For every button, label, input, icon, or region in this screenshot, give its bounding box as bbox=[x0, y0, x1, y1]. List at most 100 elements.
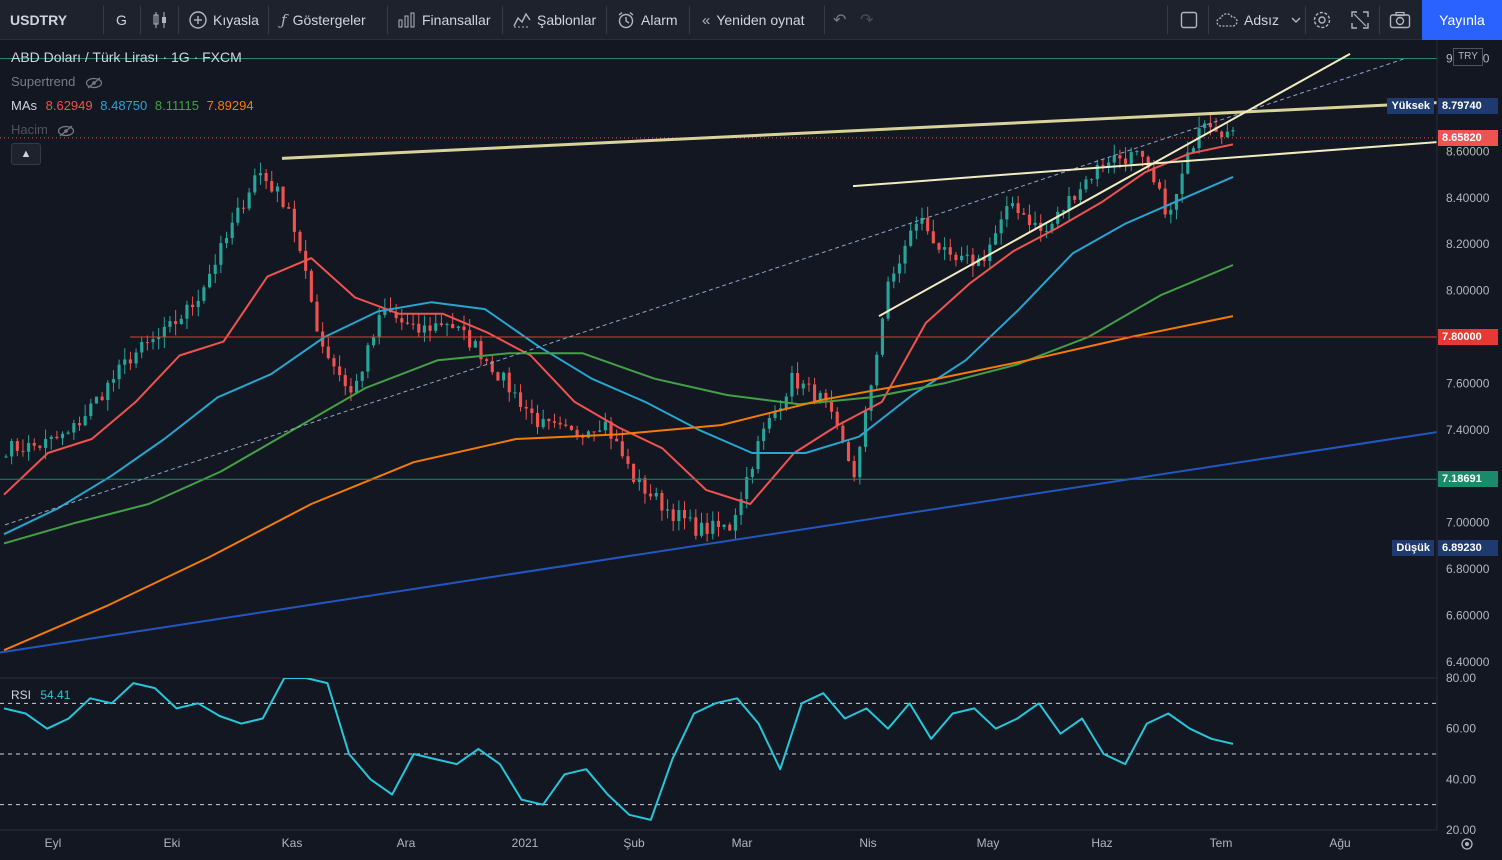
symbol-search-button[interactable]: USDTRY bbox=[10, 0, 67, 40]
replay-icon: « bbox=[702, 11, 711, 29]
candle-body bbox=[1191, 148, 1195, 153]
toolbar-divider bbox=[387, 6, 388, 34]
candle-body bbox=[1073, 196, 1077, 200]
candle-body bbox=[1033, 222, 1037, 226]
candle-body bbox=[496, 372, 500, 381]
price-tick-label: 7.00000 bbox=[1446, 516, 1490, 530]
indicators-label: Göstergeler bbox=[292, 12, 366, 28]
candle-body bbox=[569, 425, 573, 430]
candle-body bbox=[1050, 223, 1054, 231]
alert-button[interactable]: Alarm bbox=[617, 0, 678, 40]
currency-badge[interactable]: TRY bbox=[1453, 48, 1483, 66]
eye-hidden-icon[interactable] bbox=[85, 77, 103, 89]
candle-body bbox=[490, 360, 494, 373]
financials-button[interactable]: Finansallar bbox=[398, 0, 490, 40]
candle-body bbox=[191, 304, 195, 308]
time-axis[interactable]: Eyl Eki Kas Ara 2021 Şub Mar Nis May Haz Tem Ağu bbox=[45, 836, 1351, 850]
candle-body bbox=[366, 345, 370, 372]
supertrend-legend[interactable]: Supertrend bbox=[11, 74, 103, 89]
compare-button[interactable]: Kıyasla bbox=[189, 0, 259, 40]
candle-body bbox=[620, 441, 624, 457]
interval-label: G bbox=[116, 12, 127, 28]
candle-body bbox=[575, 429, 579, 436]
candle-body bbox=[682, 510, 687, 519]
time-tick-label: May bbox=[977, 836, 1000, 850]
candle-body bbox=[773, 411, 777, 419]
mas-legend[interactable]: MAs 8.62949 8.48750 8.11115 7.89294 bbox=[11, 98, 254, 113]
axis-settings-button[interactable] bbox=[1461, 838, 1473, 850]
candle-body bbox=[462, 326, 466, 331]
layout-name-label: Adsız bbox=[1244, 12, 1280, 28]
price-tick-label: 8.60000 bbox=[1446, 144, 1490, 158]
candle-body bbox=[287, 207, 291, 209]
eye-hidden-icon[interactable] bbox=[57, 125, 75, 137]
chevron-up-icon: ▲ bbox=[20, 148, 32, 160]
candle-body bbox=[383, 307, 387, 316]
candle-body bbox=[1146, 156, 1150, 168]
undo-button[interactable]: ↶ bbox=[833, 0, 846, 40]
rsi-legend[interactable]: RSI 54.41 bbox=[11, 688, 70, 702]
price-axis[interactable]: 9.000008.600008.400008.200008.000007.600… bbox=[1446, 52, 1490, 669]
trendline-channel-top[interactable] bbox=[852, 141, 1437, 188]
candle-body bbox=[21, 450, 25, 452]
candle-body bbox=[1061, 210, 1065, 212]
fullscreen-button[interactable] bbox=[1351, 0, 1369, 40]
gear-hub bbox=[1465, 842, 1469, 846]
candle-body bbox=[1129, 152, 1133, 164]
layout-name-button[interactable]: Adsız bbox=[1216, 0, 1301, 40]
settings-button[interactable] bbox=[1312, 0, 1332, 40]
candle-body bbox=[1022, 213, 1026, 215]
chart-background bbox=[0, 40, 1502, 860]
layout-toggle-button[interactable] bbox=[1180, 0, 1198, 40]
candle-body bbox=[892, 273, 896, 282]
redo-icon: ↷ bbox=[860, 12, 874, 29]
candle-body bbox=[1180, 173, 1184, 194]
camera-icon bbox=[1389, 11, 1411, 29]
candle-body bbox=[208, 273, 212, 288]
candle-body bbox=[219, 243, 223, 265]
candle-body bbox=[824, 392, 828, 401]
indicators-button[interactable]: ƒ Göstergeler bbox=[281, 0, 366, 40]
price-pane[interactable] bbox=[0, 53, 1437, 654]
replay-button[interactable]: « Yeniden oynat bbox=[702, 0, 805, 40]
candle-body bbox=[886, 281, 890, 319]
redo-button[interactable]: ↷ bbox=[860, 0, 873, 40]
ma200-value: 7.89294 bbox=[206, 98, 254, 113]
candle-body bbox=[547, 418, 551, 422]
toolbar-divider bbox=[103, 6, 104, 34]
alarm-clock-icon bbox=[618, 11, 634, 29]
candle-body bbox=[829, 400, 834, 412]
candle-body bbox=[60, 433, 65, 439]
candle-body bbox=[586, 431, 590, 438]
toolbar-divider bbox=[606, 6, 607, 34]
templates-button[interactable]: Şablonlar bbox=[513, 0, 596, 40]
candle-body bbox=[473, 341, 477, 348]
chart-canvas[interactable]: 9.000008.600008.400008.200008.000007.600… bbox=[0, 40, 1502, 860]
trendline-blue-support[interactable] bbox=[0, 431, 1437, 654]
candle-body bbox=[1220, 131, 1224, 138]
rsi-axis[interactable]: 80.00 60.00 40.00 20.00 bbox=[1446, 671, 1476, 837]
candle-body bbox=[909, 230, 913, 246]
time-tick-label: Ara bbox=[397, 836, 416, 850]
toolbar-divider bbox=[140, 6, 141, 34]
rsi-pane[interactable] bbox=[0, 678, 1437, 821]
candle-body bbox=[377, 315, 381, 338]
collapse-legend-button[interactable]: ▲ bbox=[11, 143, 41, 165]
candle-body bbox=[948, 247, 952, 255]
trendline-dashed[interactable] bbox=[4, 58, 1406, 526]
candle-body bbox=[1118, 155, 1122, 159]
time-tick-label: Eyl bbox=[45, 836, 62, 850]
publish-button[interactable]: Yayınla bbox=[1422, 0, 1502, 40]
chart-type-button[interactable] bbox=[152, 0, 168, 40]
symbol-label: USDTRY bbox=[10, 12, 68, 28]
candle-body bbox=[1090, 179, 1094, 181]
candle-body bbox=[371, 337, 376, 346]
interval-button[interactable]: G bbox=[116, 0, 127, 40]
candle-body bbox=[1107, 162, 1111, 167]
toolbar-divider bbox=[1305, 6, 1306, 34]
snapshot-button[interactable] bbox=[1389, 0, 1411, 40]
trendline-channel-bottom[interactable] bbox=[878, 53, 1351, 317]
volume-legend[interactable]: Hacim bbox=[11, 122, 75, 137]
candle-body bbox=[434, 323, 438, 331]
low-tag: Düşük bbox=[1392, 539, 1434, 556]
